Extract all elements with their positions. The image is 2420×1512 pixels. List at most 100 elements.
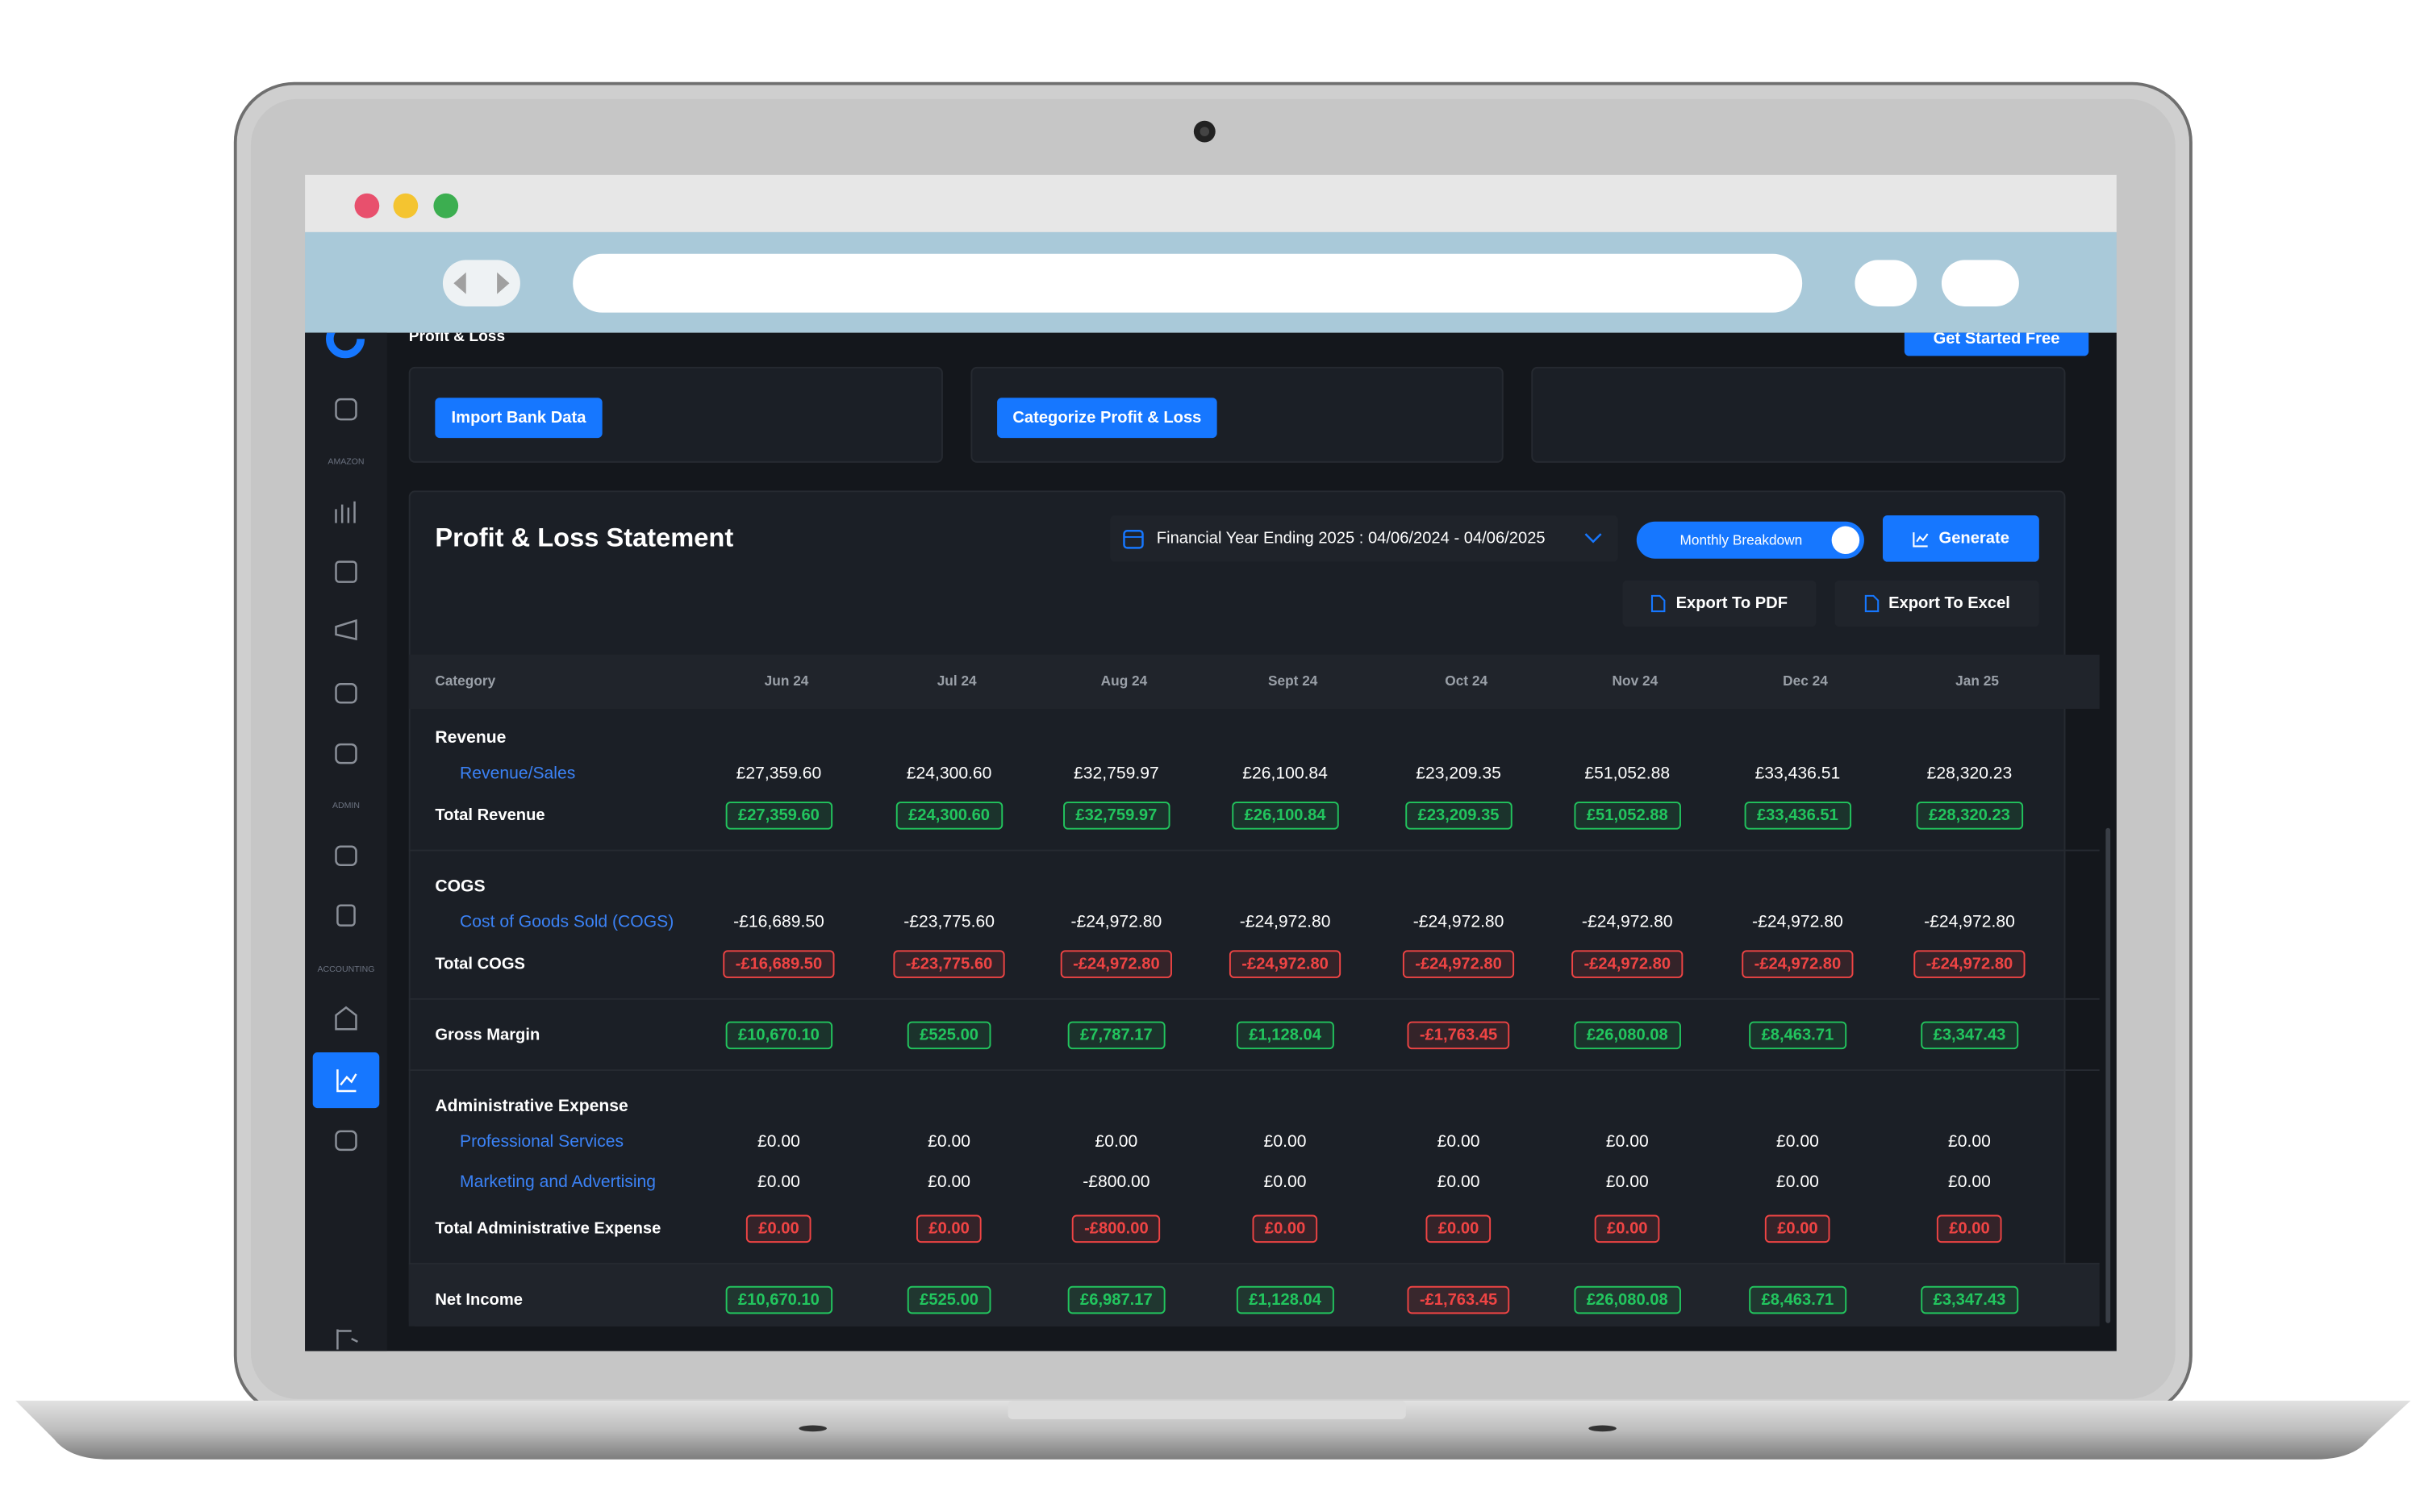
badge-value: -£1,763.45 [1407, 1021, 1510, 1050]
card [1531, 366, 2066, 463]
cell-value: £28,320.23 [1926, 764, 2013, 784]
item-label: Professional Services [460, 1132, 624, 1152]
badge-value: -£1,763.45 [1407, 1285, 1510, 1314]
export-pdf-label: Export To PDF [1675, 594, 1788, 613]
badge-value: £1,128.04 [1236, 1021, 1334, 1050]
nav-icon[interactable] [336, 1329, 358, 1350]
nav-icon[interactable] [335, 560, 357, 583]
badge-value: £8,463.71 [1749, 1285, 1846, 1314]
badge-value: £0.00 [1425, 1214, 1492, 1243]
cell-value: £0.00 [1263, 1173, 1307, 1192]
export-excel-button[interactable]: Export To Excel [1834, 580, 2039, 627]
app-window: AMAZON ADMIN ACCOUNTING Profit & Loss Ge… [305, 332, 2117, 1352]
calendar-icon [1123, 530, 1144, 549]
badge-value: £28,320.23 [1916, 802, 2023, 830]
badge-value: £8,463.71 [1749, 1021, 1846, 1050]
cell-value: £0.00 [928, 1132, 971, 1152]
column-header: Jan 25 [1955, 673, 1999, 689]
badge-value: £26,080.08 [1574, 1285, 1681, 1314]
badge-value: -£24,972.80 [1571, 950, 1684, 978]
badge-value: £0.00 [916, 1214, 983, 1243]
badge-value: -£16,689.50 [723, 950, 835, 978]
chart-icon [1913, 531, 1929, 547]
row-separator [408, 1069, 2100, 1072]
cell-value: £0.00 [1948, 1132, 1991, 1152]
cell-value: £51,052.88 [1584, 764, 1671, 784]
import-button[interactable]: Import Bank Data [435, 398, 603, 439]
cell-value: -£800.00 [1083, 1173, 1150, 1192]
total-label: Total Administrative Expense [435, 1219, 661, 1239]
total-label: Total COGS [435, 955, 525, 974]
badge-value: £0.00 [1936, 1214, 2003, 1243]
nav-icon[interactable] [335, 398, 357, 421]
cell-value: £24,300.60 [906, 764, 992, 784]
nav-icon[interactable] [335, 619, 357, 641]
column-header: Nov 24 [1612, 673, 1659, 689]
badge-value: £23,209.35 [1405, 802, 1512, 830]
generate-button[interactable]: Generate [1882, 515, 2039, 562]
column-header: Jul 24 [937, 673, 977, 689]
cell-value: £0.00 [1775, 1173, 1819, 1192]
period-select[interactable]: Financial Year Ending 2025 : 04/06/2024 … [1110, 515, 1618, 562]
badge-value: £1,128.04 [1236, 1285, 1334, 1314]
badge-value: £26,080.08 [1574, 1021, 1681, 1050]
row-separator [408, 849, 2100, 852]
section-title: Administrative Expense [435, 1097, 628, 1116]
badge-value: £525.00 [907, 1021, 991, 1050]
badge-value: £51,052.88 [1574, 802, 1681, 830]
cell-value: £27,359.60 [736, 764, 822, 784]
nav-icon[interactable] [335, 743, 357, 764]
page-title: Profit & Loss [408, 332, 506, 346]
column-header: Jun 24 [764, 673, 809, 689]
badge-value: £3,347.43 [1921, 1021, 2018, 1050]
nav-active[interactable] [312, 1052, 380, 1109]
item-label: Revenue/Sales [460, 764, 576, 784]
nav-icon[interactable] [335, 683, 357, 704]
cell-value: -£24,972.80 [1239, 913, 1331, 932]
section-title: COGS [435, 877, 486, 897]
badge-value: £26,100.84 [1232, 802, 1338, 830]
sidebar: AMAZON ADMIN ACCOUNTING [305, 332, 387, 1352]
badge-value: £32,759.97 [1063, 802, 1170, 830]
column-header: Category [435, 673, 496, 689]
row-separator [408, 998, 2100, 1000]
file-icon [1651, 594, 1667, 613]
cell-value: £26,100.84 [1242, 764, 1328, 784]
statement-panel [408, 490, 2066, 1327]
categorize-button[interactable]: Categorize Profit & Loss [997, 398, 1217, 439]
sidebar-section: AMAZON [328, 458, 365, 468]
chevron [1584, 533, 1602, 544]
breakdown-toggle[interactable]: Monthly Breakdown [1636, 521, 1864, 559]
badge-value: £10,670.10 [725, 1285, 832, 1314]
statement-title: Profit & Loss Statement [435, 523, 734, 553]
cell-value: £23,209.35 [1416, 764, 1501, 784]
net-income-band [408, 1264, 2100, 1327]
cell-value: £32,759.97 [1074, 764, 1159, 784]
cell-value: £33,436.51 [1754, 764, 1841, 784]
nav-icon[interactable] [335, 1006, 357, 1031]
badge-value: £27,359.60 [725, 802, 832, 830]
cell-value: £0.00 [1775, 1132, 1819, 1152]
cell-value: -£24,972.80 [1412, 913, 1504, 932]
column-header: Dec 24 [1783, 673, 1828, 689]
sidebar-section: ACCOUNTING [317, 965, 375, 976]
sidebar-section: ADMIN [332, 802, 360, 811]
badge-value: £6,987.17 [1067, 1285, 1166, 1314]
cell-value: -£24,972.80 [1924, 913, 2015, 932]
badge-value: -£24,972.80 [1402, 950, 1515, 978]
column-header: Sept 24 [1267, 673, 1318, 689]
get-started-button[interactable]: Get Started Free [1904, 332, 2089, 356]
cell-value: -£24,972.80 [1752, 913, 1843, 932]
toggle-knob [1831, 526, 1860, 555]
export-pdf-button[interactable]: Export To PDF [1622, 580, 1817, 627]
nav-icon[interactable] [335, 501, 356, 523]
scrollbar[interactable] [2105, 827, 2111, 1323]
cell-value: -£23,775.60 [903, 913, 995, 932]
nav-icon[interactable] [335, 1130, 357, 1152]
badge-value: -£24,972.80 [1060, 950, 1173, 978]
nav-icon[interactable] [335, 845, 357, 867]
nav-icon[interactable] [336, 904, 356, 927]
